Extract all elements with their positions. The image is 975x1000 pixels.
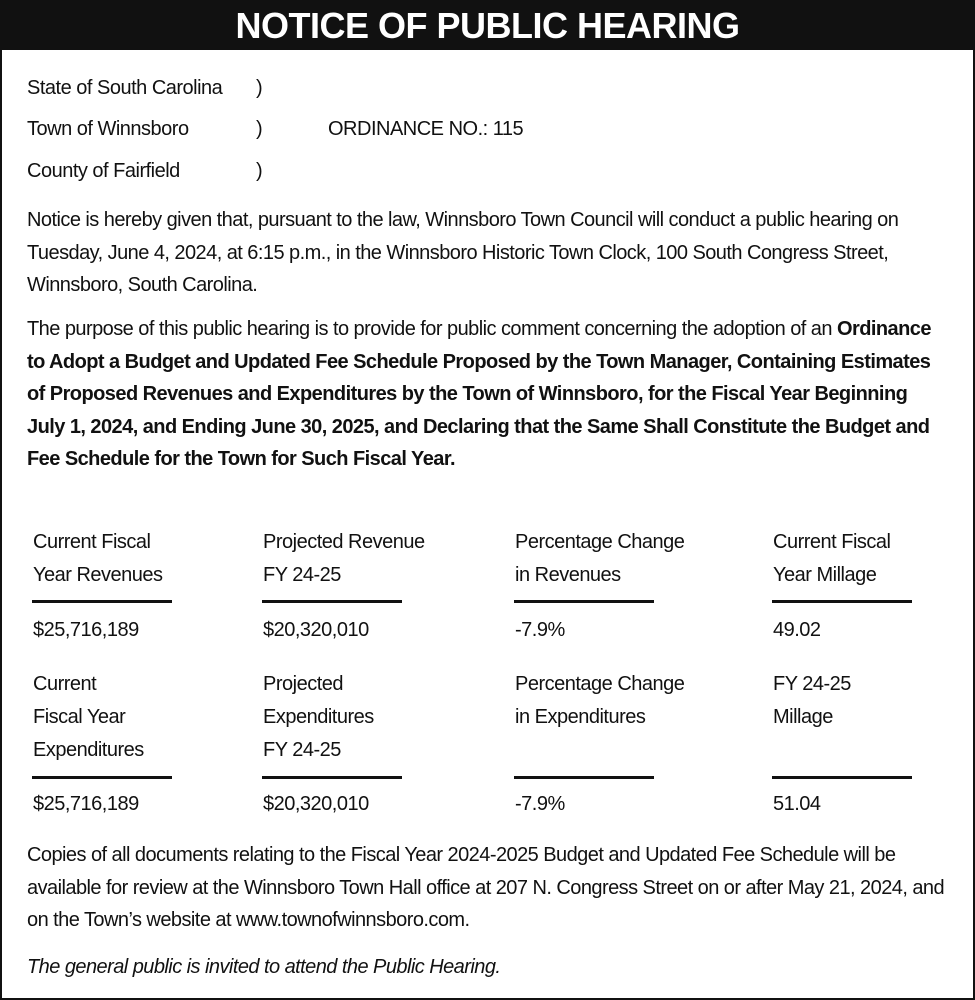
caption-paren: ) xyxy=(256,160,263,182)
column-rule xyxy=(32,600,172,603)
column-value: $25,716,189 xyxy=(33,619,139,641)
caption-paren: ) xyxy=(256,118,263,140)
column-rule xyxy=(772,600,912,603)
column-value: $25,716,189 xyxy=(33,793,139,815)
ordinance-title: Ordinance to Adopt a Budget and Updated … xyxy=(27,318,931,470)
ordinance-number: ORDINANCE NO.: 115 xyxy=(328,118,524,140)
column-value: -7.9% xyxy=(515,619,565,641)
closing-statement: The general public is invited to attend … xyxy=(27,956,501,978)
column-value: 51.04 xyxy=(773,793,821,815)
caption-town: Town of Winnsboro xyxy=(27,118,189,140)
column-header: Current Fiscal Year Millage xyxy=(773,531,891,586)
caption-state: State of South Carolina xyxy=(27,77,223,99)
column-rule xyxy=(32,776,172,779)
column-header: FY 24-25 Millage xyxy=(773,673,851,728)
column-header: Current Fiscal Year Revenues xyxy=(33,531,163,586)
column-rule xyxy=(262,776,402,779)
caption-county: County of Fairfield xyxy=(27,160,180,182)
column-header: Percentage Change in Revenues xyxy=(515,531,685,586)
column-value: -7.9% xyxy=(515,793,565,815)
column-value: 49.02 xyxy=(773,619,821,641)
notice-paragraph: Notice is hereby given that, pursuant to… xyxy=(27,209,899,296)
column-header: Current Fiscal Year Expenditures xyxy=(33,673,144,761)
purpose-paragraph: The purpose of this public hearing is to… xyxy=(27,313,947,476)
column-value: $20,320,010 xyxy=(263,793,369,815)
column-rule xyxy=(772,776,912,779)
column-value: $20,320,010 xyxy=(263,619,369,641)
column-rule xyxy=(514,776,654,779)
column-header: Percentage Change in Expenditures xyxy=(515,673,685,728)
column-header: Projected Expenditures FY 24-25 xyxy=(263,673,374,761)
column-rule xyxy=(514,600,654,603)
column-rule xyxy=(262,600,402,603)
column-header: Projected Revenue FY 24-25 xyxy=(263,531,425,586)
notice-title: NOTICE OF PUBLIC HEARING xyxy=(0,0,975,50)
purpose-intro: The purpose of this public hearing is to… xyxy=(27,318,837,340)
copies-paragraph: Copies of all documents relating to the … xyxy=(27,844,945,931)
caption-paren: ) xyxy=(256,77,263,99)
